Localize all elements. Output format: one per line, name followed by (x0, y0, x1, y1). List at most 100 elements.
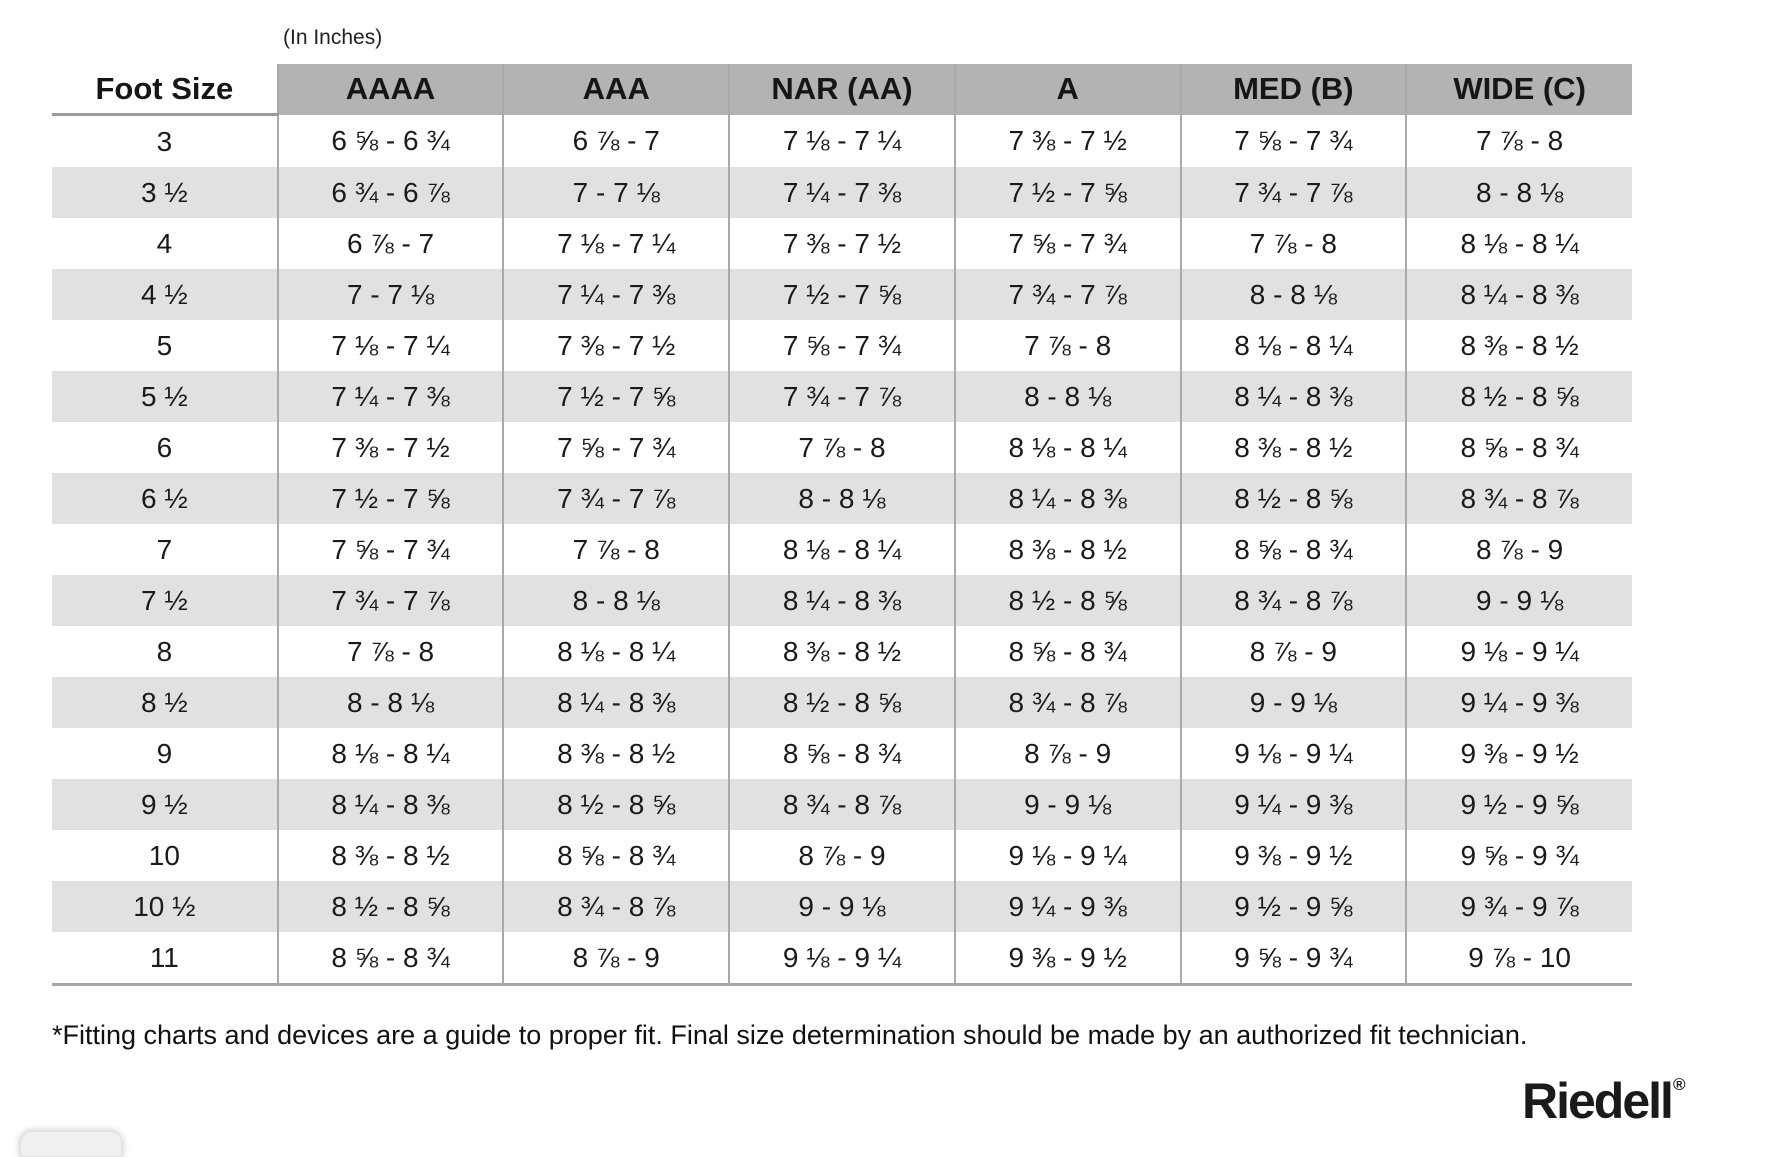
brand-name: Riedell (1522, 1073, 1674, 1129)
size-chart-table: Foot Size AAAA AAA NAR (AA) A MED (B) WI… (52, 64, 1632, 986)
width-range-cell: 9 ½ - 9 ⅝ (1405, 779, 1632, 830)
foot-size-cell: 4 (156, 227, 173, 259)
column-header-wide-c: WIDE (C) (1405, 64, 1632, 115)
header-row: Foot Size AAAA AAA NAR (AA) A MED (B) WI… (52, 64, 1632, 116)
width-range-cell: 8 ⅜ - 8 ½ (1405, 320, 1632, 371)
width-range-cell: 8 ⅛ - 8 ¼ (1179, 320, 1407, 371)
width-range-cell: 6 ¾ - 6 ⅞ (276, 167, 504, 218)
width-range-cell: 9 ¾ - 9 ⅞ (1405, 881, 1632, 932)
riedell-logo: Riedell® (1522, 1072, 1685, 1130)
width-range-cell: 8 ¼ - 8 ⅜ (276, 779, 504, 830)
width-range-cell: 8 ⅝ - 8 ¾ (728, 728, 955, 779)
width-range-cell: 8 ⅛ - 8 ¼ (1405, 218, 1632, 269)
width-range-cell: 8 ⅝ - 8 ¾ (502, 830, 730, 881)
width-range-cell: 9 - 9 ⅛ (1405, 575, 1632, 626)
foot-size-cell: 10 ½ (133, 890, 196, 922)
width-range-cell: 8 ½ - 8 ⅝ (953, 575, 1181, 626)
width-range-cell: 7 ¾ - 7 ⅞ (728, 371, 955, 422)
width-range-cell: 8 ¼ - 8 ⅜ (728, 575, 955, 626)
column-header-a: A (953, 64, 1181, 115)
width-range-cell: 7 ¼ - 7 ⅜ (728, 167, 955, 218)
width-range-cell: 8 ½ - 8 ⅝ (502, 779, 730, 830)
footnote-text: *Fitting charts and devices are a guide … (52, 1020, 1528, 1050)
bottom-left-partial-button[interactable] (20, 1131, 122, 1157)
width-range-cell: 8 ¼ - 8 ⅜ (1179, 371, 1407, 422)
width-range-cell: 8 ⅝ - 8 ¾ (1179, 524, 1407, 575)
width-range-cell: 7 ⅞ - 8 (1405, 114, 1632, 167)
width-range-cell: 7 ⅝ - 7 ¾ (953, 218, 1181, 269)
width-range-cell: 8 ¾ - 8 ⅞ (953, 677, 1181, 728)
width-range-cell: 7 ¼ - 7 ⅜ (502, 269, 730, 320)
width-range-cell: 6 ⅞ - 7 (502, 114, 730, 167)
width-range-cell: 9 ¼ - 9 ⅜ (953, 881, 1181, 932)
width-range-cell: 7 ⅛ - 7 ¼ (728, 114, 955, 167)
width-range-cell: 8 - 8 ⅛ (953, 371, 1181, 422)
width-range-cell: 7 - 7 ⅛ (502, 167, 730, 218)
foot-size-cell: 6 (156, 431, 173, 463)
width-range-cell: 7 ⅝ - 7 ¾ (502, 422, 730, 473)
foot-size-cell: 10 (148, 839, 180, 871)
width-range-cell: 8 ½ - 8 ⅝ (1405, 371, 1632, 422)
width-range-cell: 7 ⅝ - 7 ¾ (1179, 114, 1407, 167)
width-range-cell: 8 ⅛ - 8 ¼ (728, 524, 955, 575)
width-range-cell: 7 ¾ - 7 ⅞ (502, 473, 730, 524)
width-range-cell: 8 ⅛ - 8 ¼ (953, 422, 1181, 473)
width-range-cell: 8 ⅞ - 9 (1179, 626, 1407, 677)
width-range-cell: 7 ⅜ - 7 ½ (276, 422, 504, 473)
width-range-cell: 9 ⅜ - 9 ½ (1405, 728, 1632, 779)
foot-size-cell: 7 ½ (141, 584, 188, 616)
width-range-cell: 7 ¾ - 7 ⅞ (953, 269, 1181, 320)
width-range-cell: 7 ⅛ - 7 ¼ (276, 320, 504, 371)
width-range-cell: 7 ⅜ - 7 ½ (502, 320, 730, 371)
width-range-cell: 8 ½ - 8 ⅝ (1179, 473, 1407, 524)
width-range-cell: 9 ⅛ - 9 ¼ (1405, 626, 1632, 677)
width-range-cell: 6 ⅞ - 7 (276, 218, 504, 269)
width-range-cell: 8 - 8 ⅛ (728, 473, 955, 524)
width-range-cell: 8 ⅞ - 9 (953, 728, 1181, 779)
width-range-cell: 8 ½ - 8 ⅝ (728, 677, 955, 728)
foot-size-cell: 6 ½ (141, 482, 188, 514)
width-range-cell: 7 ⅜ - 7 ½ (728, 218, 955, 269)
width-range-cell: 8 ⅛ - 8 ¼ (502, 626, 730, 677)
width-range-cell: 9 ⅝ - 9 ¾ (1179, 932, 1407, 986)
width-range-cell: 8 ⅞ - 9 (502, 932, 730, 986)
table-header: Foot Size AAAA AAA NAR (AA) A MED (B) WI… (52, 64, 1632, 116)
width-range-cell: 9 - 9 ⅛ (1179, 677, 1407, 728)
width-range-cell: 7 ⅝ - 7 ¾ (728, 320, 955, 371)
width-range-cell: 7 ⅝ - 7 ¾ (276, 524, 504, 575)
width-range-cell: 7 ½ - 7 ⅝ (728, 269, 955, 320)
width-range-cell: 7 ¾ - 7 ⅞ (276, 575, 504, 626)
width-range-cell: 9 ⅝ - 9 ¾ (1405, 830, 1632, 881)
width-range-cell: 8 ⅝ - 8 ¾ (276, 932, 504, 986)
foot-size-cell: 3 (156, 125, 173, 157)
width-range-cell: 7 ⅞ - 8 (502, 524, 730, 575)
column-header-nar-aa: NAR (AA) (728, 64, 955, 115)
width-range-cell: 7 ¼ - 7 ⅜ (276, 371, 504, 422)
width-range-cell: 8 - 8 ⅛ (276, 677, 504, 728)
width-range-cell: 7 ½ - 7 ⅝ (502, 371, 730, 422)
width-range-cell: 9 ½ - 9 ⅝ (1179, 881, 1407, 932)
foot-size-cell: 8 ½ (141, 686, 188, 718)
width-range-cell: 8 ⅜ - 8 ½ (276, 830, 504, 881)
width-range-cell: 9 - 9 ⅛ (953, 779, 1181, 830)
column-header-foot-size: Foot Size (52, 64, 278, 116)
width-range-cell: 7 ⅞ - 8 (728, 422, 955, 473)
foot-size-cell: 8 (156, 635, 173, 667)
width-range-cell: 8 - 8 ⅛ (1179, 269, 1407, 320)
width-range-cell: 8 ¾ - 8 ⅞ (502, 881, 730, 932)
width-range-cell: 8 - 8 ⅛ (502, 575, 730, 626)
